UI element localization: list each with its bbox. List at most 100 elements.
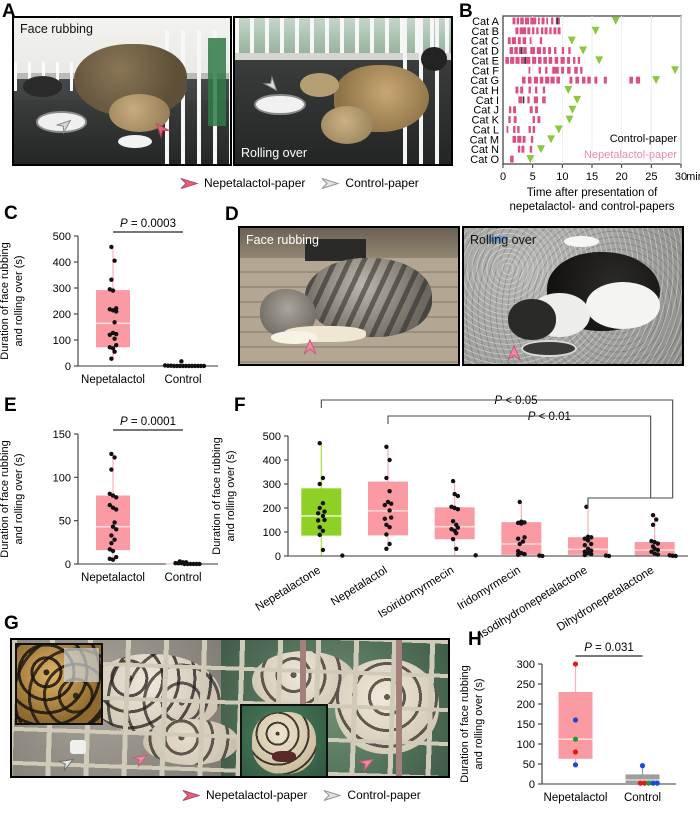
panel-h-label: H xyxy=(468,629,482,650)
svg-text:Control: Control xyxy=(624,792,661,804)
nepetalactol-arrow-icon-d xyxy=(303,338,317,355)
panel-f-box-svg: 0 100 200 300 400 500 Nepetalactone Nepetalacto… xyxy=(211,395,688,641)
control-arrow-icon-a2 xyxy=(262,75,278,92)
svg-text:Cat F: Cat F xyxy=(472,65,499,77)
control-arrow-icon-g xyxy=(57,758,75,773)
control-arrow-icon xyxy=(322,177,341,189)
panel-a-photo-rolling-over: Rolling over xyxy=(233,16,453,166)
panel-d-photo-rolling-over: Rolling over xyxy=(462,226,684,366)
svg-text:Cat A: Cat A xyxy=(472,16,500,28)
svg-text:Nepetalactol: Nepetalactol xyxy=(81,374,145,386)
legend-control-label: Control-paper xyxy=(345,176,419,190)
svg-text:Time after presentation of: Time after presentation of xyxy=(527,187,658,199)
panel-e-chart: 0 50 100 150 Nepetalactol Control Duration of … xyxy=(0,402,228,592)
svg-text:Cat M: Cat M xyxy=(470,134,499,146)
control-arrow-icon-a xyxy=(55,119,72,135)
svg-text:Cat J: Cat J xyxy=(473,105,499,117)
panel-d-label: D xyxy=(225,204,239,225)
svg-text:Cat D: Cat D xyxy=(471,46,499,58)
svg-text:5: 5 xyxy=(530,171,536,183)
svg-text:Cat C: Cat C xyxy=(471,36,499,48)
svg-text:200: 200 xyxy=(263,503,281,515)
panel-g-inset-right xyxy=(240,704,328,776)
control-arrow-icon-legend-g xyxy=(324,789,343,801)
svg-text:and rolling over (s): and rolling over (s) xyxy=(473,678,485,769)
svg-text:100: 100 xyxy=(53,335,71,347)
panel-g-inset-left xyxy=(15,643,103,725)
panel-d-photo-face-rubbing: Face rubbing xyxy=(238,226,460,366)
svg-text:Duration of face rubbing: Duration of face rubbing xyxy=(211,437,223,554)
svg-text:100: 100 xyxy=(517,739,535,751)
svg-text:Nepetalactone: Nepetalactone xyxy=(254,564,323,613)
svg-text:Cat K: Cat K xyxy=(471,115,499,127)
svg-text:Control-paper: Control-paper xyxy=(610,133,678,145)
svg-text:300: 300 xyxy=(53,283,71,295)
panel-b-label: B xyxy=(459,1,473,22)
svg-text:Control: Control xyxy=(164,572,201,584)
svg-text:150: 150 xyxy=(53,429,71,441)
svg-text:250: 250 xyxy=(517,679,535,691)
legend-nepetalactol-label-g: Nepetalactol-paper xyxy=(206,788,308,802)
svg-text:0: 0 xyxy=(65,361,71,373)
svg-text:300: 300 xyxy=(517,659,535,671)
panel-f-chart: 0 100 200 300 400 500 Nepetalactone Nepetalacto… xyxy=(211,395,700,641)
panel-d-caption-rolling-over: Rolling over xyxy=(470,233,537,247)
svg-text:Cat L: Cat L xyxy=(473,124,499,136)
svg-text:300: 300 xyxy=(263,479,281,491)
panel-e-label: E xyxy=(4,395,17,416)
svg-text:Duration of face rubbing: Duration of face rubbing xyxy=(459,665,471,782)
panel-a-photo-face-rubbing: Face rubbing xyxy=(12,16,232,166)
svg-text:Cat E: Cat E xyxy=(471,55,499,67)
svg-text:P = 0.0003: P = 0.0003 xyxy=(120,218,176,230)
svg-text:Iridomyrmecin: Iridomyrmecin xyxy=(455,564,523,612)
svg-text:100: 100 xyxy=(53,472,71,484)
svg-text:Cat B: Cat B xyxy=(471,26,499,38)
panel-a-legend: Nepetalactol-paper Control-paper xyxy=(180,176,419,190)
nepetalactol-arrow-icon xyxy=(180,177,199,189)
panel-c-label: C xyxy=(4,203,18,224)
panel-h-box-svg: 0 50 100 150 200 250 300 Nepetalactol Control Dur… xyxy=(459,642,676,804)
svg-text:25: 25 xyxy=(645,171,657,183)
svg-text:Nepetalactol: Nepetalactol xyxy=(544,792,608,804)
panel-h-chart: 0 50 100 150 200 250 300 Nepetalactol Control Dur… xyxy=(458,624,700,814)
svg-text:20: 20 xyxy=(616,171,628,183)
svg-text:P < 0.05: P < 0.05 xyxy=(494,395,537,407)
svg-text:200: 200 xyxy=(53,309,71,321)
svg-text:500: 500 xyxy=(53,231,71,243)
svg-text:0: 0 xyxy=(275,551,281,563)
svg-text:min: min xyxy=(686,171,700,183)
svg-text:15: 15 xyxy=(586,171,598,183)
svg-text:50: 50 xyxy=(523,759,535,771)
svg-text:100: 100 xyxy=(263,527,281,539)
panel-f-label: F xyxy=(234,395,246,416)
nepetalactol-arrow-icon-g2 xyxy=(357,758,375,773)
panel-g-label: G xyxy=(4,613,19,634)
panel-g-legend: Nepetalactol-paper Control-paper xyxy=(182,788,421,802)
svg-text:P = 0.0001: P = 0.0001 xyxy=(120,416,176,428)
svg-text:nepetalactol- and control-pape: nepetalactol- and control-papers xyxy=(510,201,675,213)
legend-control-label-g: Control-paper xyxy=(347,788,421,802)
svg-text:and rolling over (s): and rolling over (s) xyxy=(225,450,237,541)
panel-a-caption-rolling-over: Rolling over xyxy=(241,146,308,160)
panel-c-box-svg: 0 100 200 300 400 500 Nepetalactol Control Durat… xyxy=(0,218,218,386)
nepetalactol-arrow-icon-d2 xyxy=(507,344,521,361)
svg-text:150: 150 xyxy=(517,719,535,731)
nepetalactol-arrow-icon-g xyxy=(131,754,149,769)
svg-text:400: 400 xyxy=(53,257,71,269)
svg-text:Cat G: Cat G xyxy=(470,75,499,87)
panel-c-chart: 0 100 200 300 400 500 Nepetalactol Control Durat… xyxy=(0,210,228,395)
svg-text:Cat H: Cat H xyxy=(471,85,499,97)
svg-text:500: 500 xyxy=(263,431,281,443)
panel-b-chart: Cat A Cat B Cat C Cat D Cat E Cat F Cat G Cat H… xyxy=(455,4,700,216)
svg-text:0: 0 xyxy=(529,779,535,791)
svg-text:P = 0.031: P = 0.031 xyxy=(584,642,634,654)
svg-text:0: 0 xyxy=(65,559,71,571)
svg-text:Cat I: Cat I xyxy=(476,95,499,107)
svg-text:Control: Control xyxy=(164,374,201,386)
nepetalactol-arrow-icon-a xyxy=(155,122,171,139)
svg-text:50: 50 xyxy=(59,516,71,528)
svg-text:10: 10 xyxy=(556,171,568,183)
panel-e-box-svg: 0 50 100 150 Nepetalactol Control Duration of … xyxy=(0,416,218,584)
svg-text:Cat N: Cat N xyxy=(471,144,499,156)
